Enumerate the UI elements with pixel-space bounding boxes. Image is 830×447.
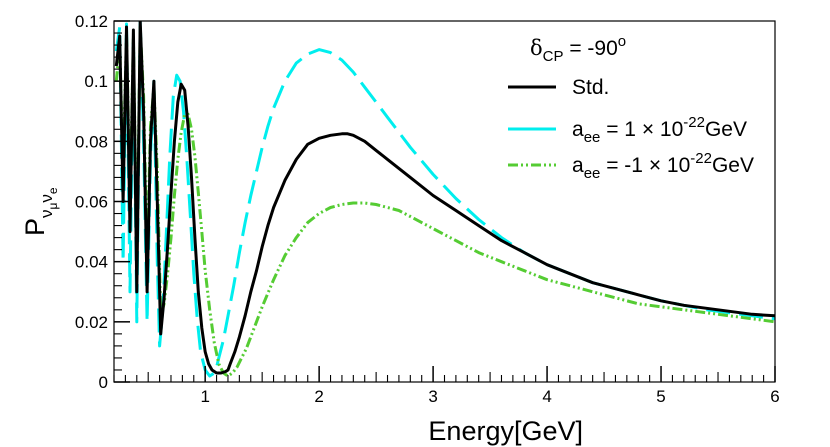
- legend-label-aee-pos: aee = 1 × 10-22GeV: [572, 114, 747, 146]
- legend-header: δCP = -90o: [530, 33, 626, 65]
- x-tick-label: 2: [314, 387, 323, 406]
- x-tick-label: 4: [542, 387, 551, 406]
- legend-aee-pos-post: GeV: [705, 118, 747, 141]
- legend-header-text: = -90: [564, 37, 618, 60]
- series-line-aee-neg: [114, 25, 775, 378]
- y-tick-label: 0.12: [75, 12, 108, 31]
- legend-aee-pos-pre: a: [572, 118, 584, 141]
- y-title-sub1: ν: [37, 209, 56, 218]
- y-axis-title: Pνμνe: [20, 187, 60, 236]
- y-tick-label: 0: [99, 373, 108, 392]
- y-title-sub1sub: μ: [46, 202, 60, 209]
- y-tick-label: 0.04: [75, 253, 108, 272]
- x-tick-label: 3: [428, 387, 437, 406]
- legend-aee-neg-mid: = -1 × 10: [600, 154, 690, 177]
- x-tick-label: 1: [200, 387, 209, 406]
- legend-aee-pos-mid: = 1 × 10: [600, 118, 683, 141]
- x-tick-label: 6: [770, 387, 779, 406]
- legend-header-sup: o: [618, 33, 626, 50]
- legend: δCP = -90o Std. aee = 1 × 10-22GeV aee =…: [508, 33, 754, 182]
- y-tick-label: 0.02: [75, 313, 108, 332]
- x-axis-title: Energy[GeV]: [428, 416, 583, 446]
- legend-header-symbol: δ: [530, 36, 543, 60]
- legend-label-aee-neg: aee = -1 × 10-22GeV: [572, 150, 754, 182]
- legend-label-std: Std.: [572, 76, 609, 99]
- legend-aee-pos-sup: -22: [683, 114, 705, 131]
- series-layer: [114, 21, 775, 378]
- series-line-std: [114, 21, 775, 375]
- y-title-sub2sub: e: [46, 187, 60, 194]
- legend-aee-neg-sup: -22: [690, 150, 712, 167]
- x-tick-label: 5: [656, 387, 665, 406]
- legend-aee-neg-post: GeV: [712, 154, 754, 177]
- y-tick-label: 0.08: [75, 132, 108, 151]
- axes-layer: 1 2 3 4 5 6 0 0.02 0.04 0.06 0.08 0.1 0.12: [75, 12, 780, 406]
- y-title-sub2: ν: [37, 194, 56, 203]
- y-tick-label: 0.06: [75, 193, 108, 212]
- legend-aee-neg-sub: ee: [584, 165, 601, 182]
- legend-aee-neg-pre: a: [572, 154, 584, 177]
- legend-aee-pos-sub: ee: [584, 129, 601, 146]
- y-tick-label: 0.1: [84, 72, 108, 91]
- svg-text:Pνμνe: Pνμνe: [20, 187, 60, 236]
- series-line-aee-pos: [114, 21, 775, 378]
- legend-header-sub: CP: [543, 48, 564, 65]
- y-title-base: P: [20, 218, 50, 236]
